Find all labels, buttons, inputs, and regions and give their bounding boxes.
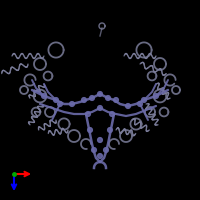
Circle shape [138, 102, 142, 106]
Circle shape [98, 138, 102, 142]
Circle shape [104, 148, 108, 152]
Circle shape [108, 128, 112, 132]
Circle shape [58, 102, 62, 106]
Circle shape [92, 148, 96, 152]
Circle shape [88, 128, 92, 132]
Circle shape [42, 94, 46, 98]
Circle shape [154, 94, 158, 98]
Circle shape [90, 96, 94, 100]
Circle shape [126, 104, 130, 108]
Circle shape [70, 102, 74, 106]
Circle shape [98, 106, 102, 110]
Circle shape [98, 154, 102, 158]
Circle shape [82, 98, 86, 102]
Circle shape [114, 98, 118, 102]
Circle shape [106, 96, 110, 100]
Circle shape [86, 112, 90, 116]
Circle shape [110, 112, 114, 116]
Circle shape [54, 98, 58, 102]
Circle shape [98, 92, 102, 96]
Circle shape [142, 98, 146, 102]
